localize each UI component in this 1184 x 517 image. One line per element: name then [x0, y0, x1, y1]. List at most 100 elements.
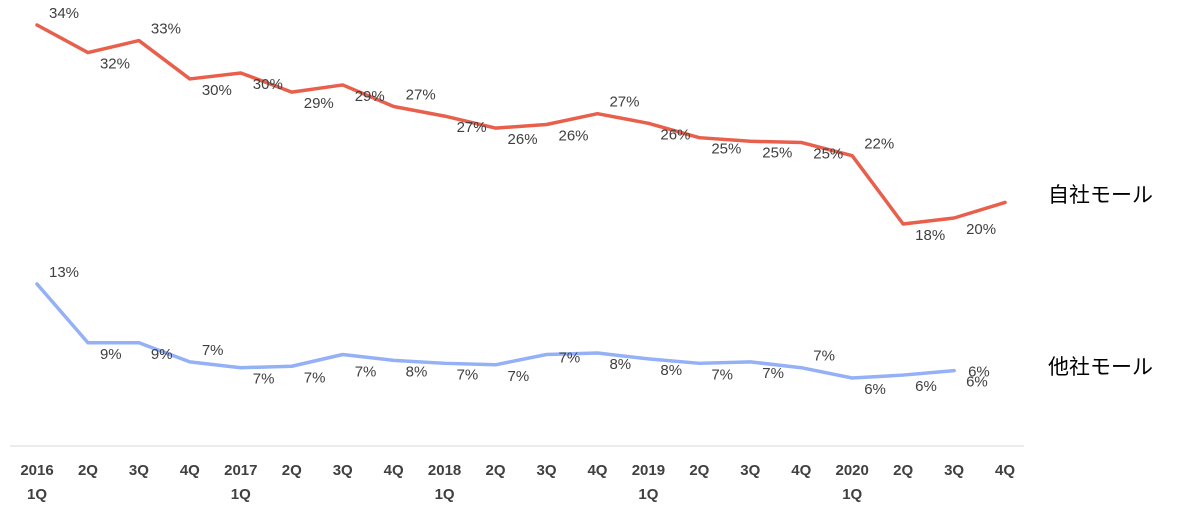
x-tick-label: 3Q	[944, 462, 964, 479]
data-point	[545, 353, 548, 356]
data-point	[646, 121, 650, 125]
data-label: 26%	[559, 128, 589, 145]
data-point	[290, 364, 294, 368]
data-label: 9%	[151, 346, 173, 363]
x-tick-label: 2016	[20, 462, 53, 479]
data-point	[341, 353, 345, 356]
data-label: 8%	[609, 356, 631, 373]
data-point	[1003, 200, 1007, 204]
data-point	[443, 361, 447, 365]
data-label: 6%	[968, 364, 990, 381]
x-tick-label: 3Q	[536, 462, 556, 479]
data-point	[86, 341, 90, 345]
data-label: 29%	[304, 95, 334, 112]
x-tick-label: 1Q	[638, 486, 658, 503]
data-point	[748, 360, 752, 364]
data-label: 22%	[864, 136, 894, 153]
data-point	[188, 360, 192, 364]
data-point	[137, 39, 141, 43]
x-tick-label: 2Q	[78, 462, 98, 479]
data-point	[545, 123, 548, 126]
data-point	[341, 83, 345, 87]
x-axis-ticks: 2016 1Q 2Q 3Q 4Q 2017 1Q 2Q 3Q 4Q 2018 1Q 2Q 3Q 4Q 2019…	[20, 462, 1015, 503]
x-tick-label: 2Q	[689, 462, 709, 479]
data-label: 7%	[711, 366, 733, 383]
x-tick-label: 3Q	[333, 462, 353, 479]
x-tick-label: 4Q	[791, 462, 811, 479]
x-tick-label: 1Q	[27, 486, 47, 503]
data-label: 26%	[508, 131, 538, 148]
data-point	[850, 376, 854, 380]
data-point	[952, 216, 956, 220]
data-labels: 34% 32% 33% 30% 30% 29% 29% 27% 27% 26% 26% 27% 26% 2…	[49, 5, 996, 398]
data-label: 32%	[100, 56, 130, 73]
data-label: 6%	[864, 381, 886, 398]
data-point	[137, 341, 141, 345]
data-point	[188, 77, 192, 81]
data-label: 6%	[915, 378, 937, 395]
data-point	[290, 90, 294, 94]
data-label: 27%	[609, 94, 639, 111]
data-point	[850, 154, 854, 158]
data-label: 33%	[151, 21, 181, 38]
data-label: 25%	[711, 141, 741, 158]
data-point	[35, 282, 39, 286]
x-tick-label: 2019	[632, 462, 665, 479]
x-tick-label: 4Q	[995, 462, 1015, 479]
x-tick-label: 2020	[836, 462, 869, 479]
data-label: 7%	[762, 365, 784, 382]
data-point	[392, 105, 396, 109]
data-label: 18%	[915, 227, 945, 244]
data-label: 7%	[813, 348, 835, 365]
data-point	[239, 71, 243, 75]
data-point	[595, 351, 599, 355]
data-label: 27%	[406, 87, 436, 104]
data-point	[901, 222, 905, 226]
x-tick-label: 3Q	[740, 462, 760, 479]
data-point	[799, 140, 803, 144]
data-label: 25%	[813, 145, 843, 162]
data-point	[646, 357, 650, 361]
x-tick-label: 2017	[224, 462, 257, 479]
data-point	[697, 136, 701, 140]
data-point	[494, 363, 498, 367]
data-label: 6%	[966, 374, 988, 391]
x-tick-label: 2Q	[486, 462, 506, 479]
data-point	[35, 23, 39, 27]
data-label: 7%	[559, 350, 581, 367]
data-point	[952, 369, 956, 373]
series-line-0	[35, 23, 1007, 226]
data-label: 30%	[253, 76, 283, 93]
series-name-other-mall: 他社モール	[1048, 355, 1153, 379]
x-tick-label: 4Q	[587, 462, 607, 479]
data-label: 7%	[202, 342, 224, 359]
data-label: 9%	[100, 346, 122, 363]
data-label: 30%	[202, 82, 232, 99]
data-label: 26%	[660, 126, 690, 143]
data-label: 25%	[762, 144, 792, 161]
data-point	[86, 51, 90, 55]
x-tick-label: 1Q	[231, 486, 251, 503]
data-label: 27%	[457, 119, 487, 136]
data-label: 34%	[49, 5, 79, 22]
x-tick-label: 3Q	[129, 462, 149, 479]
data-point	[239, 366, 243, 370]
data-label: 8%	[660, 362, 682, 379]
data-label: 7%	[253, 371, 275, 388]
data-point	[799, 366, 803, 370]
x-tick-label: 2Q	[893, 462, 913, 479]
series-layer	[35, 23, 1007, 380]
data-point	[595, 112, 599, 116]
x-tick-label: 1Q	[842, 486, 862, 503]
data-point	[697, 361, 701, 365]
data-point	[748, 139, 752, 143]
data-label: 20%	[966, 221, 996, 238]
x-tick-label: 4Q	[384, 462, 404, 479]
data-label: 7%	[304, 369, 326, 386]
data-point	[494, 126, 498, 130]
data-label: 13%	[49, 264, 79, 281]
x-tick-label: 4Q	[180, 462, 200, 479]
x-tick-label: 2018	[428, 462, 461, 479]
series-name-own-mall: 自社モール	[1048, 183, 1153, 207]
